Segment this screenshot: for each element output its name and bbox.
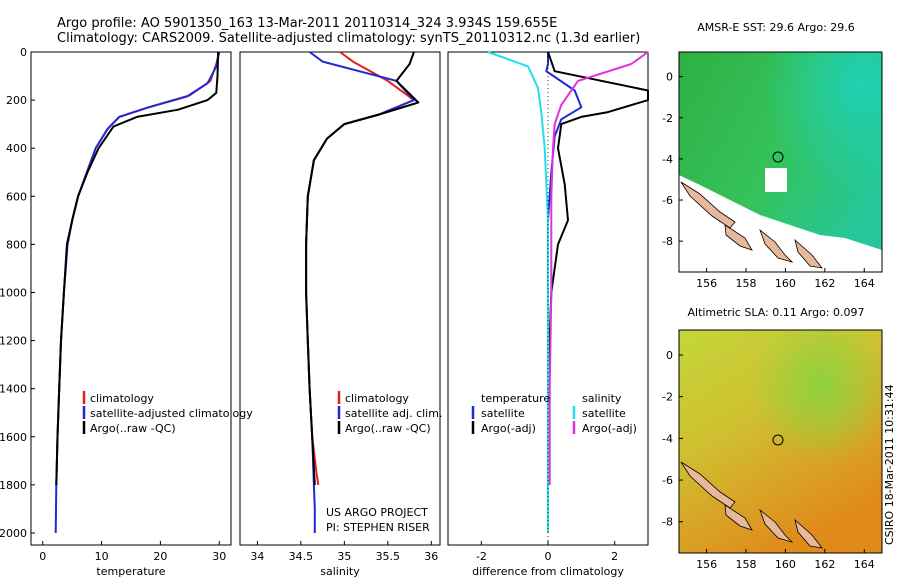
project-label: US ARGO PROJECT [326,506,428,519]
series-temperature-argo-adj- [547,51,649,485]
sst-lon-label: 160 [775,277,796,290]
sst-lat-label: 0 [666,71,673,84]
figure-title-line1: Argo profile: AO 5901350_163 13-Mar-2011… [57,16,557,31]
salinity-legend: climatology satellite adj. clim. Argo(..… [337,391,442,435]
series-argo-raw-qc- [55,51,220,485]
x-tick-label: 0 [545,550,552,563]
sla-lat-label: 0 [666,349,673,362]
sst-lon-label: 156 [696,277,717,290]
difference-profiles [487,51,649,545]
sst-lat-label: -4 [662,153,673,166]
salinity-profiles [305,51,420,533]
sst-map-frame [678,51,883,273]
sla-argo-marker [772,434,784,446]
legend-temp-title: temperature [481,392,550,405]
depth-tick-label: 1200 [0,335,27,348]
sst-argo-marker [772,151,784,163]
sla-lon-label: 164 [854,558,875,571]
x-tick-label: 35.5 [376,550,401,563]
side-timestamp: CSIRO 18-Mar-2011 10:31:44 [883,384,896,545]
depth-tick-label: 600 [6,190,27,203]
sst-lon-label: 162 [814,277,835,290]
legend-salsat: satellite [582,407,626,420]
temperature-plot-frame [30,51,232,546]
sla-lon-label: 158 [736,558,757,571]
salinity-x-axis: 34 34.5 35 35.5 36 [250,541,438,563]
x-tick-label: 34 [250,550,264,563]
temperature-x-axis: 0 10 20 30 [39,541,226,563]
pi-label: PI: STEPHEN RISER [326,521,430,534]
sla-map-frame [678,329,883,554]
depth-tick-label: 1600 [0,431,27,444]
legend-temp-argo: Argo(-adj) [481,422,536,435]
difference-axis-label: difference from climatology [472,565,624,578]
sla-lon-label: 156 [696,558,717,571]
x-tick-label: 20 [153,550,167,563]
sst-lat-label: -6 [662,194,673,207]
depth-tick-label: 800 [6,238,27,251]
difference-legend: temperature satellite Argo(-adj) salinit… [471,392,637,435]
depth-tick-label: 1400 [0,383,27,396]
sst-map-title: AMSR-E SST: 29.6 Argo: 29.6 [697,21,855,34]
depth-tick-label: 200 [6,94,27,107]
legend-sal-climatology: climatology [345,392,409,405]
sst-lon-label: 158 [736,277,757,290]
salinity-plot-frame [239,51,441,546]
x-tick-label: 30 [212,550,226,563]
sst-lat-label: -2 [662,112,673,125]
sla-lat-label: -6 [662,474,673,487]
legend-sal-argo: Argo(..raw -QC) [345,422,431,435]
legend-sal-title: salinity [582,392,622,405]
sla-lon-label: 160 [775,558,796,571]
legend-climatology: climatology [90,392,154,405]
sst-land [680,181,736,229]
legend-salargo: Argo(-adj) [582,422,637,435]
x-tick-label: -2 [476,550,487,563]
x-tick-label: 35 [337,550,351,563]
sla-lon-label: 162 [814,558,835,571]
sla-lat-label: -4 [662,432,673,445]
sst-lat-label: -8 [662,235,673,248]
series-argo-raw-qc- [305,51,420,485]
x-tick-label: 34.5 [289,550,314,563]
depth-tick-label: 1000 [0,286,27,299]
temperature-profiles [54,51,221,534]
temperature-axis-label: temperature [96,565,165,578]
salinity-axis-label: salinity [320,565,360,578]
difference-x-axis: -2 0 2 [476,541,618,563]
depth-tick-label: 400 [6,142,27,155]
sla-map-title: Altimetric SLA: 0.11 Argo: 0.097 [687,306,864,319]
sla-lat-label: -8 [662,516,673,529]
x-tick-label: 0 [39,550,46,563]
legend-satellite-adjusted: satellite-adjusted climatology [90,407,253,420]
figure-title-line2: Climatology: CARS2009. Satellite-adjuste… [57,31,640,46]
legend-argo-raw: Argo(..raw -QC) [90,422,176,435]
depth-tick-label: 1800 [0,479,27,492]
legend-sal-satellite: satellite adj. clim. [345,407,442,420]
sst-missing-data [679,175,882,272]
depth-tick-label: 0 [20,46,27,59]
depth-axis: 0 200 400 600 800 1000 1200 1400 1600 1800 2000 [0,46,35,540]
x-tick-label: 10 [95,550,109,563]
sla-land [680,461,736,509]
x-tick-label: 36 [424,550,438,563]
temperature-legend: climatology satellite-adjusted climatolo… [82,391,253,435]
series-salinity-argo-adj- [548,51,649,485]
sla-lat-label: -2 [662,391,673,404]
depth-tick-label: 2000 [0,527,27,540]
legend-temp-satellite: satellite [481,407,525,420]
map-axes: 156 158 160 162 164 0 -2 -4 -6 -8 156 158 160 162 164 0… [662,71,875,571]
sla-map [678,329,883,554]
x-tick-label: 2 [611,550,618,563]
sst-map [678,51,883,273]
sst-lon-label: 164 [854,277,875,290]
